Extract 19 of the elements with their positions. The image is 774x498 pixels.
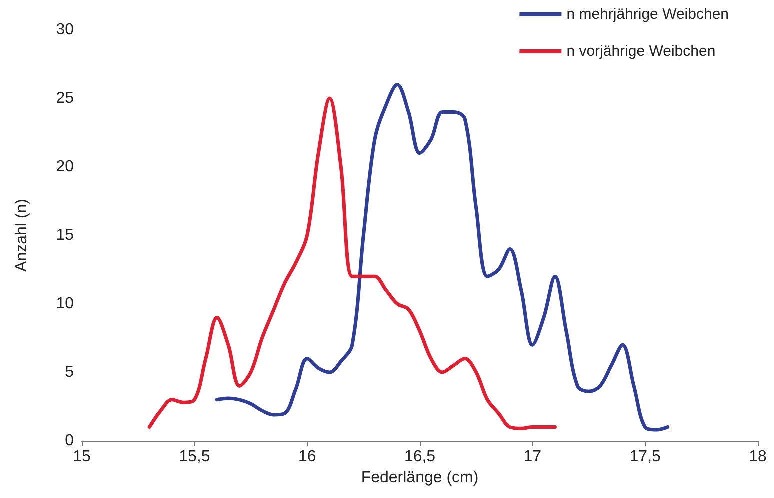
x-tick-label: 18 bbox=[749, 448, 767, 466]
y-tick-label: 5 bbox=[65, 364, 74, 381]
x-tick-label: 15,5 bbox=[179, 448, 210, 466]
x-tick-label: 16,5 bbox=[404, 448, 436, 466]
line-series bbox=[148, 96, 557, 430]
y-tick-label: 15 bbox=[56, 227, 74, 244]
y-tick-label: 10 bbox=[56, 296, 74, 312]
y-tick-label: 0 bbox=[65, 432, 74, 450]
x-tick-label: 16 bbox=[298, 448, 316, 466]
line-series bbox=[215, 83, 670, 432]
x-tick-label: 17,5 bbox=[630, 448, 662, 466]
y-tick-label: 30 bbox=[56, 22, 74, 38]
y-axis-title: Anzahl (n) bbox=[14, 199, 30, 272]
y-tick-label: 20 bbox=[56, 158, 74, 176]
legend-label: n vorjährige Weibchen bbox=[566, 43, 716, 60]
x-tick-label: 17 bbox=[524, 448, 542, 466]
x-axis-title: Federlänge (cm) bbox=[361, 469, 479, 486]
legend-label: n mehrjährige Weibchen bbox=[566, 6, 729, 23]
y-tick-label: 25 bbox=[56, 90, 74, 107]
